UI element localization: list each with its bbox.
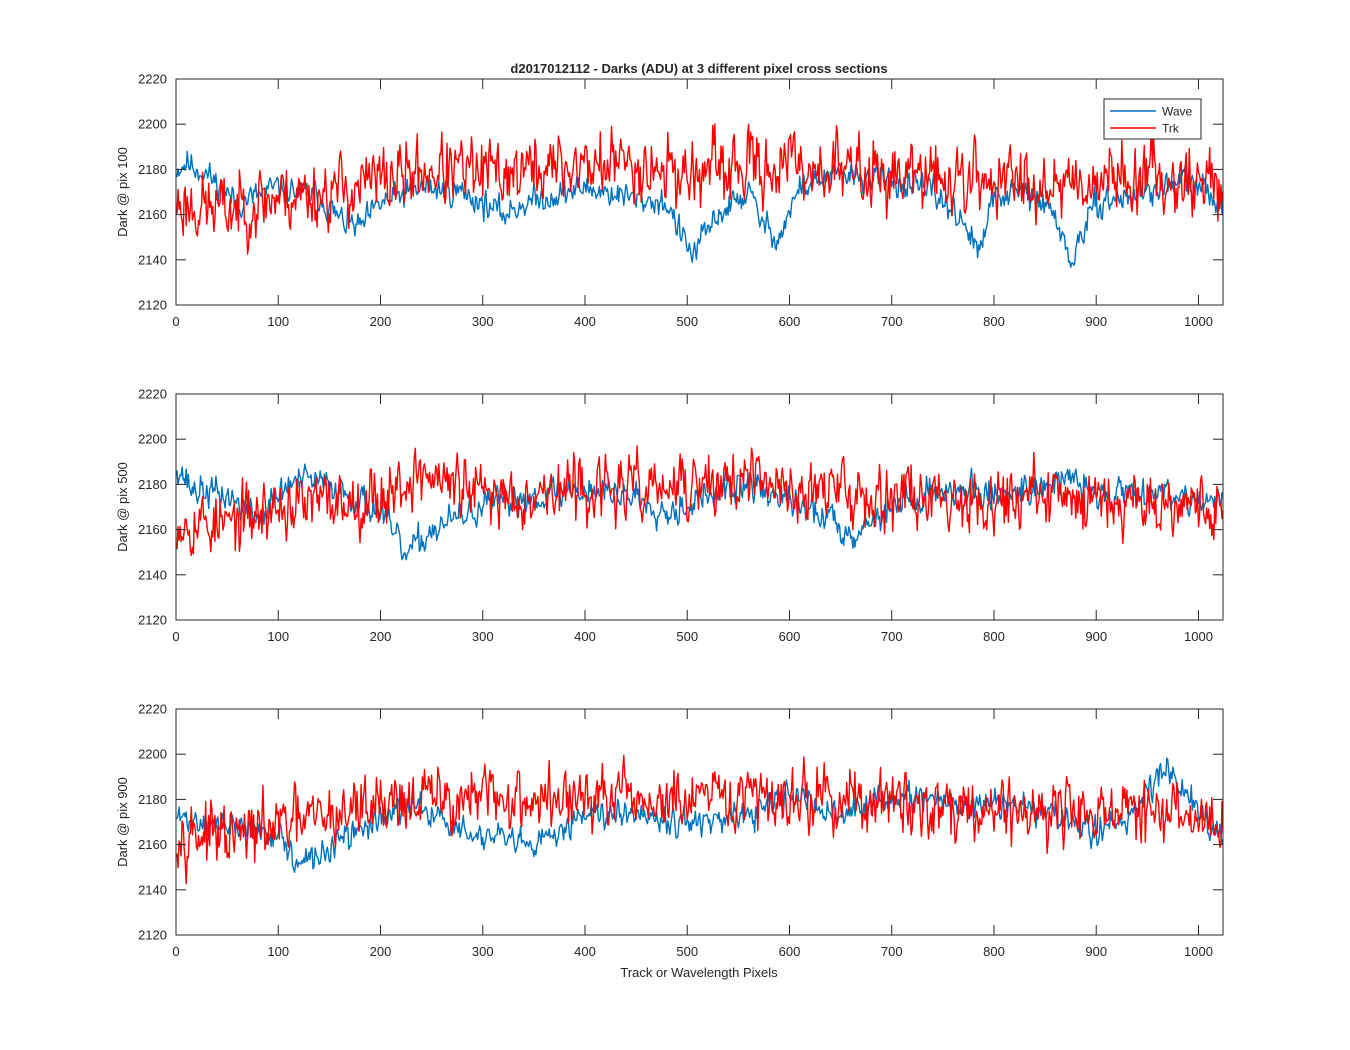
axes-box <box>175 708 1224 936</box>
x-tick-label: 100 <box>267 944 289 959</box>
x-tick-label: 200 <box>370 314 392 329</box>
x-tick-label: 200 <box>370 944 392 959</box>
x-tick-label: 1000 <box>1184 314 1213 329</box>
axes-box <box>175 393 1224 621</box>
legend-box <box>1103 98 1202 140</box>
y-tick-label: 2140 <box>138 567 167 582</box>
x-tick-label: 800 <box>983 314 1005 329</box>
x-tick-label: 800 <box>983 944 1005 959</box>
series-line-wave <box>176 757 1223 873</box>
x-tick-label: 300 <box>472 314 494 329</box>
y-tick-label: 2120 <box>138 613 167 628</box>
x-tick-label: 700 <box>881 629 903 644</box>
series-line-trk <box>176 123 1223 255</box>
y-tick-label: 2180 <box>138 792 167 807</box>
legend-label-trk: Trk <box>1162 122 1180 136</box>
y-tick-label: 2200 <box>138 117 167 132</box>
x-tick-label: 400 <box>574 314 596 329</box>
x-tick-label: 800 <box>983 629 1005 644</box>
subplot-pix-900: 0 100 200 300 400 500 600 700 800 900 1000 2120 2140… <box>115 702 1224 959</box>
y-axis-label: Dark @ pix 500 <box>115 462 130 552</box>
figure-title: d2017012112 - Darks (ADU) at 3 different… <box>510 61 887 76</box>
y-tick-label: 2200 <box>138 432 167 447</box>
legend: Wave Trk <box>1103 98 1202 140</box>
x-tick-label: 500 <box>676 629 698 644</box>
y-tick-label: 2120 <box>138 928 167 943</box>
x-tick-label: 400 <box>574 629 596 644</box>
y-tick-label: 2120 <box>138 298 167 313</box>
x-tick-label: 600 <box>779 629 801 644</box>
x-tick-label: 100 <box>267 314 289 329</box>
y-tick-label: 2220 <box>138 72 167 87</box>
x-tick-label: 0 <box>172 314 179 329</box>
x-tick-label: 300 <box>472 629 494 644</box>
y-tick-label: 2180 <box>138 477 167 492</box>
x-tick-label: 200 <box>370 629 392 644</box>
y-tick-label: 2160 <box>138 837 167 852</box>
y-tick-label: 2140 <box>138 882 167 897</box>
y-tick-label: 2160 <box>138 207 167 222</box>
x-tick-label: 900 <box>1085 314 1107 329</box>
y-tick-label: 2220 <box>138 387 167 402</box>
y-tick-label: 2140 <box>138 252 167 267</box>
y-tick-label: 2200 <box>138 747 167 762</box>
subplot-pix-100: 0 100 200 300 400 500 600 700 800 900 1000 2120 2140… <box>115 72 1224 329</box>
x-axis-label: Track or Wavelength Pixels <box>620 965 778 980</box>
x-tick-label: 300 <box>472 944 494 959</box>
x-tick-label: 1000 <box>1184 629 1213 644</box>
legend-label-wave: Wave <box>1162 105 1193 119</box>
x-tick-label: 700 <box>881 944 903 959</box>
x-tick-label: 900 <box>1085 944 1107 959</box>
y-tick-label: 2220 <box>138 702 167 717</box>
series-line-trk <box>176 754 1223 885</box>
series-line-trk <box>176 445 1223 557</box>
y-tick-label: 2160 <box>138 522 167 537</box>
x-tick-label: 500 <box>676 314 698 329</box>
x-tick-label: 600 <box>779 944 801 959</box>
x-tick-label: 900 <box>1085 629 1107 644</box>
x-tick-label: 0 <box>172 629 179 644</box>
y-axis-label: Dark @ pix 900 <box>115 777 130 867</box>
x-tick-label: 100 <box>267 629 289 644</box>
x-tick-label: 600 <box>779 314 801 329</box>
x-tick-label: 700 <box>881 314 903 329</box>
x-tick-label: 400 <box>574 944 596 959</box>
y-axis-label: Dark @ pix 100 <box>115 147 130 237</box>
x-tick-label: 0 <box>172 944 179 959</box>
series-line-wave <box>176 150 1223 268</box>
x-tick-label: 1000 <box>1184 944 1213 959</box>
axes-box <box>175 78 1224 306</box>
y-tick-label: 2180 <box>138 162 167 177</box>
subplot-pix-500: 0 100 200 300 400 500 600 700 800 900 1000 2120 2140… <box>115 387 1224 644</box>
x-tick-label: 500 <box>676 944 698 959</box>
